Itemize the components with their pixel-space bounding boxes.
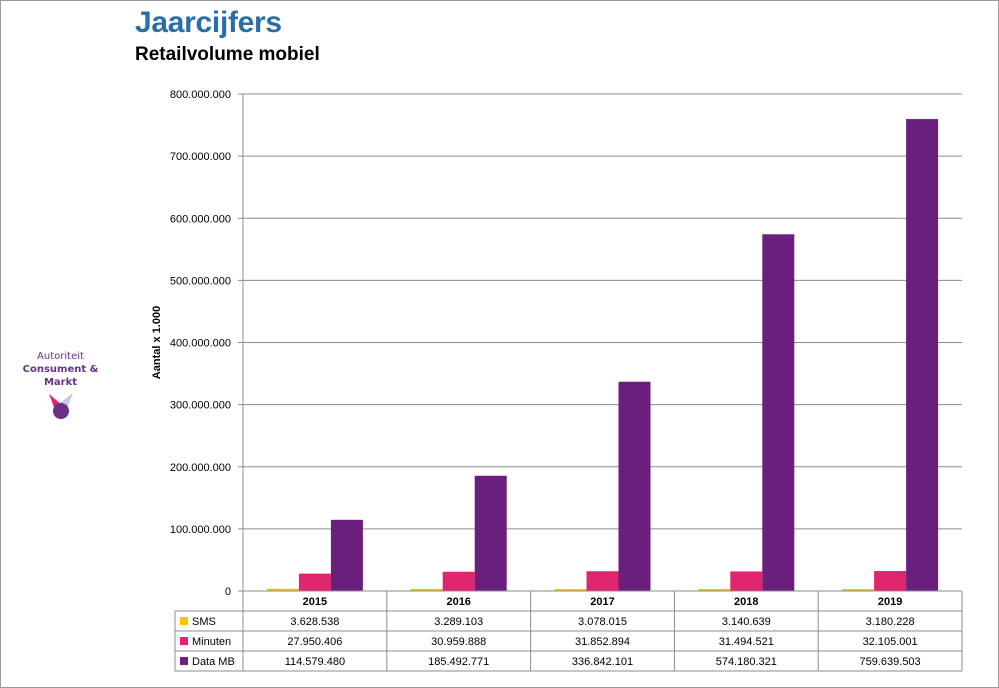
y-tick-label: 500.000.000 [170,275,231,287]
bar-sms-2015 [266,588,299,591]
acm-logo: Autoriteit Consument & Markt [8,350,113,420]
y-tick-label: 700.000.000 [170,151,231,163]
y-tick-label: 400.000.000 [170,338,231,350]
legend-label: Minuten [192,636,231,648]
page-subtitle: Retailvolume mobiel [135,44,320,65]
legend-label: SMS [192,616,216,628]
y-tick-label: 300.000.000 [170,400,231,412]
bar-data-mb-2018 [762,234,795,592]
data-label: 32.105.001 [863,636,918,648]
data-label: 114.579.480 [285,656,345,668]
data-label: 574.180.321 [716,656,777,668]
bar-minuten-2018 [730,571,763,591]
data-label: 30.959.888 [431,636,486,648]
data-label: 3.289.103 [434,616,483,628]
acm-logo-mark-icon [48,393,73,419]
x-tick-label: 2019 [878,596,902,608]
y-tick-label: 800.000.000 [170,89,231,101]
bar-sms-2019 [842,589,875,591]
bar-data-mb-2016 [474,475,507,591]
legend-label: Data MB [192,656,235,668]
y-axis-label: Aantal x 1.000 [151,306,163,379]
data-label: 31.494.521 [719,636,774,648]
x-tick-label: 2018 [734,596,758,608]
y-tick-label: 200.000.000 [170,462,231,474]
legend-swatch-minuten [180,637,188,645]
bar-data-mb-2019 [906,119,939,591]
data-label: 336.842.101 [572,656,633,668]
bar-data-mb-2015 [330,519,363,591]
logo-line-1: Autoriteit [37,351,84,362]
data-label: 31.852.894 [575,636,630,648]
bar-minuten-2017 [586,571,619,591]
logo-line-2: Consument & Markt [22,364,99,388]
y-tick-label: 600.000.000 [170,213,231,225]
legend-swatch-sms [180,617,188,625]
data-label: 3.180.228 [866,616,915,628]
bar-data-mb-2017 [618,381,651,591]
data-label: 27.950.406 [287,636,342,648]
data-label: 3.628.538 [290,616,339,628]
bar-minuten-2016 [442,571,475,591]
page-title: Jaarcijfers [135,6,282,39]
y-tick-label: 100.000.000 [170,524,231,536]
data-label: 3.140.639 [722,616,771,628]
bar-sms-2016 [410,588,443,591]
x-tick-label: 2015 [303,596,327,608]
x-tick-label: 2017 [590,596,614,608]
legend-swatch-data-mb [180,657,188,665]
y-tick-label: 0 [225,586,231,598]
bar-minuten-2015 [298,573,331,591]
data-label: 3.078.015 [578,616,627,628]
bar-sms-2017 [554,589,587,591]
bar-sms-2018 [698,589,731,591]
bar-minuten-2019 [874,571,907,591]
data-label: 185.492.771 [428,656,489,668]
data-label: 759.639.503 [860,656,921,668]
x-tick-label: 2016 [446,596,470,608]
